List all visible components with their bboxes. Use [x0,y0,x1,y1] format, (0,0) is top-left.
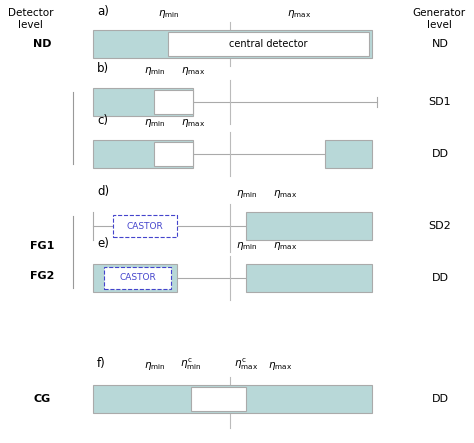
Bar [246,264,372,292]
Text: FG1: FG1 [30,241,54,251]
Text: Detector
level: Detector level [8,8,54,30]
Text: SD1: SD1 [428,97,451,107]
Text: $\eta_{\rm max}$: $\eta_{\rm max}$ [182,65,206,77]
Bar [93,30,372,58]
Text: $\eta_{\rm max}$: $\eta_{\rm max}$ [287,8,311,20]
Bar [325,140,372,168]
Text: $\eta_{\rm min}$: $\eta_{\rm min}$ [144,117,165,129]
Text: CG: CG [33,394,51,404]
Text: a): a) [97,5,109,18]
Bar [246,212,372,240]
Text: b): b) [97,62,109,75]
Text: ND: ND [33,39,51,49]
Text: Generator
level: Generator level [413,8,466,30]
Bar [104,267,171,289]
Text: $\eta^{\rm c}_{\rm max}$: $\eta^{\rm c}_{\rm max}$ [234,357,258,372]
Text: FG2: FG2 [30,271,54,281]
Text: DD: DD [431,149,448,159]
Bar [93,88,193,116]
Text: $\eta_{\rm max}$: $\eta_{\rm max}$ [273,240,298,252]
Bar [93,385,372,413]
Bar [155,142,193,166]
Text: CASTOR: CASTOR [119,273,156,283]
Text: central detector: central detector [229,39,308,49]
Text: CASTOR: CASTOR [126,222,163,230]
Bar [168,32,369,56]
Text: $\eta^{\rm c}_{\rm min}$: $\eta^{\rm c}_{\rm min}$ [180,357,201,372]
Text: $\eta_{\rm max}$: $\eta_{\rm max}$ [273,188,298,200]
Text: SD2: SD2 [428,221,451,231]
Bar [155,90,193,114]
Text: $\eta_{\rm min}$: $\eta_{\rm min}$ [236,240,257,252]
Text: $\eta_{\rm max}$: $\eta_{\rm max}$ [268,360,292,372]
Bar [93,264,177,292]
Bar [191,387,246,411]
Text: c): c) [97,114,108,127]
Bar [93,140,193,168]
Text: $\eta_{\rm min}$: $\eta_{\rm min}$ [144,65,165,77]
Text: DD: DD [431,273,448,283]
Bar [112,215,177,237]
Text: f): f) [97,357,106,370]
Text: d): d) [97,185,109,198]
Text: $\eta_{\rm min}$: $\eta_{\rm min}$ [144,360,165,372]
Text: $\eta_{\rm min}$: $\eta_{\rm min}$ [236,188,257,200]
Text: ND: ND [431,39,448,49]
Text: DD: DD [431,394,448,404]
Text: $\eta_{\rm max}$: $\eta_{\rm max}$ [182,117,206,129]
Text: e): e) [97,237,109,250]
Text: $\eta_{\rm min}$: $\eta_{\rm min}$ [157,8,179,20]
